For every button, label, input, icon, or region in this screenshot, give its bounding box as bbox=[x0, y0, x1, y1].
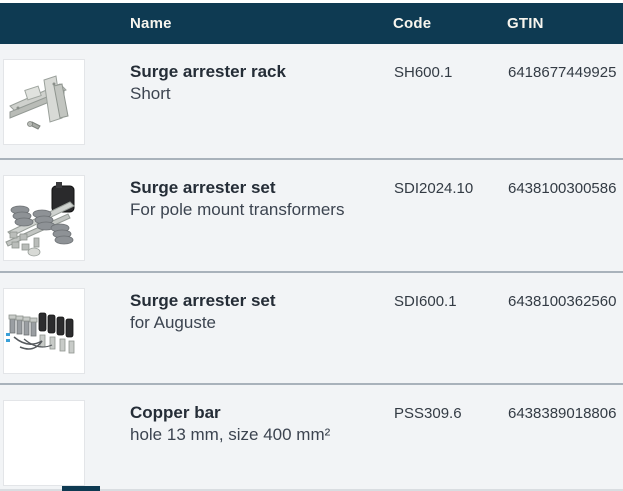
column-header-code: Code bbox=[393, 15, 432, 32]
table-header-row: Name Code GTIN bbox=[0, 3, 623, 44]
product-image-copper-bar bbox=[3, 400, 85, 486]
product-gtin: 6438100300586 bbox=[508, 180, 617, 197]
surge-arrester-set-auguste-graphic bbox=[4, 289, 84, 373]
product-name: Surge arrester set bbox=[130, 178, 276, 197]
product-name: Surge arrester set bbox=[130, 291, 276, 310]
table-row-copper-bar[interactable]: Copper bar hole 13 mm, size 400 mm² PSS3… bbox=[0, 383, 623, 491]
product-image-surge-arrester-set-pole bbox=[3, 175, 85, 261]
table-row-surge-arrester-rack[interactable]: Surge arrester rack Short SH600.1 641867… bbox=[0, 44, 623, 158]
product-gtin: 6418677449925 bbox=[508, 64, 617, 81]
product-image-surge-arrester-rack bbox=[3, 59, 85, 145]
product-description: hole 13 mm, size 400 mm² bbox=[130, 425, 331, 444]
product-gtin: 6438389018806 bbox=[508, 405, 617, 422]
product-code: SH600.1 bbox=[394, 64, 453, 81]
product-gtin: 6438100362560 bbox=[508, 293, 617, 310]
product-description: For pole mount transformers bbox=[130, 200, 345, 219]
product-image-surge-arrester-set-auguste bbox=[3, 288, 85, 374]
table-row-surge-arrester-set-pole[interactable]: Surge arrester set For pole mount transf… bbox=[0, 158, 623, 271]
product-code: SDI2024.10 bbox=[394, 180, 474, 197]
column-header-gtin: GTIN bbox=[507, 15, 544, 32]
surge-arrester-rack-graphic bbox=[4, 60, 84, 144]
product-code: SDI600.1 bbox=[394, 293, 457, 310]
surge-arrester-set-pole-graphic bbox=[4, 176, 84, 260]
table-row-surge-arrester-set-auguste[interactable]: Surge arrester set for Auguste SDI600.1 … bbox=[0, 271, 623, 383]
top-margin bbox=[0, 0, 623, 3]
blank-graphic bbox=[4, 401, 84, 485]
product-description: for Auguste bbox=[130, 313, 217, 332]
product-code: PSS309.6 bbox=[394, 405, 462, 422]
product-name: Surge arrester rack bbox=[130, 62, 286, 81]
column-header-name: Name bbox=[130, 15, 172, 32]
product-name: Copper bar bbox=[130, 403, 221, 422]
product-description: Short bbox=[130, 84, 171, 103]
